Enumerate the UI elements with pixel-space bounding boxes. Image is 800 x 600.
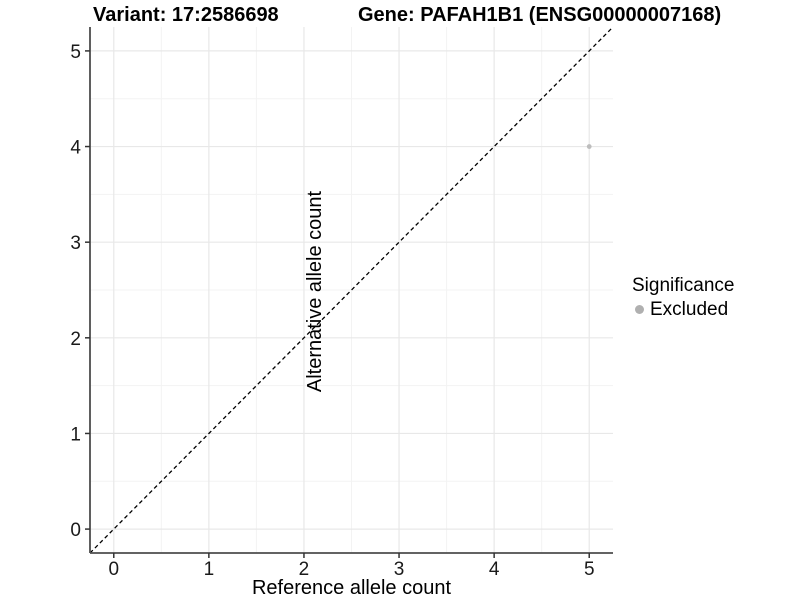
- y-axis-tick-label: 5: [70, 42, 81, 63]
- x-axis-tick-label: 1: [204, 559, 215, 580]
- y-axis-tick-label: 3: [70, 233, 81, 254]
- plot-title-gene: Gene: PAFAH1B1 (ENSG00000007168): [358, 4, 722, 26]
- y-axis-title: Alternative allele count: [304, 190, 326, 393]
- legend-title: Significance: [632, 275, 735, 296]
- legend-label: Excluded: [650, 298, 729, 320]
- y-axis-tick-label: 1: [70, 424, 81, 445]
- x-axis-tick-label: 2: [299, 559, 310, 580]
- legend-point-swatch: [635, 305, 644, 314]
- legend-item: Excluded: [632, 298, 734, 320]
- x-axis-tick-label: 4: [489, 559, 500, 580]
- x-axis-tick-label: 3: [394, 559, 405, 580]
- y-axis-tick-label: 2: [70, 329, 81, 350]
- legend: Significance Excluded: [632, 275, 735, 320]
- y-axis-tick-label: 4: [70, 138, 81, 159]
- x-axis-tick-label: 5: [584, 559, 595, 580]
- x-axis-tick-label: 0: [108, 559, 119, 580]
- legend-entries: Excluded: [632, 298, 734, 320]
- x-axis-title: Reference allele count: [251, 577, 451, 599]
- data-point: [586, 144, 592, 149]
- y-axis-tick-label: 0: [70, 520, 81, 541]
- diagonal-reference-line: [89, 26, 614, 554]
- plot-title-variant: Variant: 17:2586698: [93, 4, 279, 26]
